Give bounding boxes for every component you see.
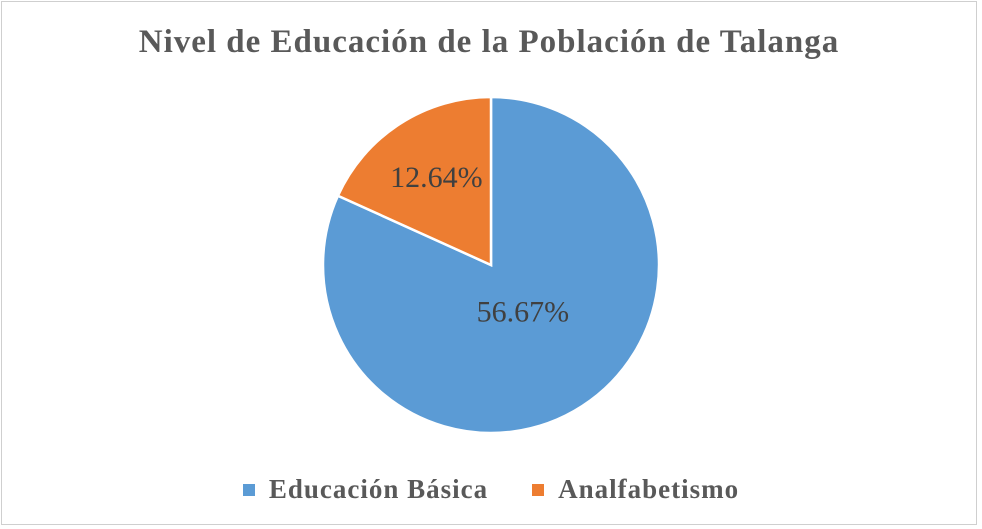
chart-title: Nivel de Educación de la Población de Ta… (138, 24, 840, 60)
data-label-analfabetismo: 12.64% (390, 161, 483, 194)
chart-legend: Educación Básica Analfabetismo (0, 474, 982, 505)
legend-swatch-educacion-basica (242, 483, 255, 496)
pie-slice-analfabetismo (336, 95, 493, 267)
legend-label-educacion-basica: Educación Básica (268, 474, 489, 504)
legend-item-educacion-basica: Educación Básica (242, 474, 489, 505)
legend-item-analfabetismo: Analfabetismo (532, 474, 739, 505)
data-label-educacion-basica: 56.67% (477, 295, 570, 328)
legend-swatch-analfabetismo (532, 483, 545, 496)
legend-label-analfabetismo: Analfabetismo (558, 474, 740, 504)
